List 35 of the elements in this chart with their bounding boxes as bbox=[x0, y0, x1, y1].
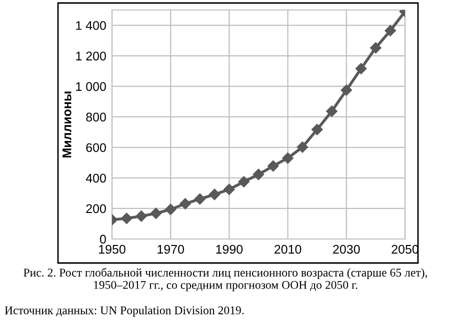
point bbox=[180, 198, 191, 210]
y-tick-label: 600 bbox=[86, 143, 106, 152]
point bbox=[194, 193, 206, 205]
x-tick-label: 1950 bbox=[99, 244, 126, 254]
y-tick-label: 200 bbox=[86, 204, 106, 214]
point bbox=[282, 152, 294, 164]
y-tick-label: 0 bbox=[100, 234, 106, 244]
point bbox=[238, 176, 250, 188]
point bbox=[252, 168, 264, 180]
x-tick-label: 2010 bbox=[274, 244, 302, 254]
x-tick-label: 1990 bbox=[216, 244, 243, 254]
point bbox=[150, 208, 162, 219]
point bbox=[268, 160, 279, 172]
y-tick-label: 1 200 bbox=[76, 52, 106, 60]
x-tick-label: 1970 bbox=[158, 244, 184, 254]
point bbox=[121, 212, 132, 224]
y-axis-title: Миллионы bbox=[62, 92, 72, 158]
point bbox=[164, 204, 176, 215]
y-tick-label: 400 bbox=[86, 174, 106, 183]
point bbox=[296, 141, 308, 153]
text: Рис. 2. Рост глобальной численности лиц пенсионного возраста (старше 65 лет), 1950–2017 гг., со средним прогнозом ООН до 2050 г. bbox=[24, 268, 427, 292]
point bbox=[370, 42, 382, 54]
point bbox=[224, 184, 235, 195]
point bbox=[311, 124, 323, 136]
text: Источник данных: UN Population Division 2019. bbox=[4, 306, 244, 317]
point bbox=[326, 106, 338, 117]
point bbox=[340, 84, 352, 96]
point bbox=[208, 188, 220, 200]
point bbox=[384, 25, 396, 36]
y-tick-label: 800 bbox=[86, 112, 106, 122]
y-tick-label: 1 400 bbox=[76, 21, 106, 30]
x-tick-label: 2030 bbox=[333, 244, 360, 254]
point bbox=[355, 63, 367, 74]
point bbox=[136, 210, 147, 222]
y-tick-label: 1 000 bbox=[76, 82, 106, 91]
